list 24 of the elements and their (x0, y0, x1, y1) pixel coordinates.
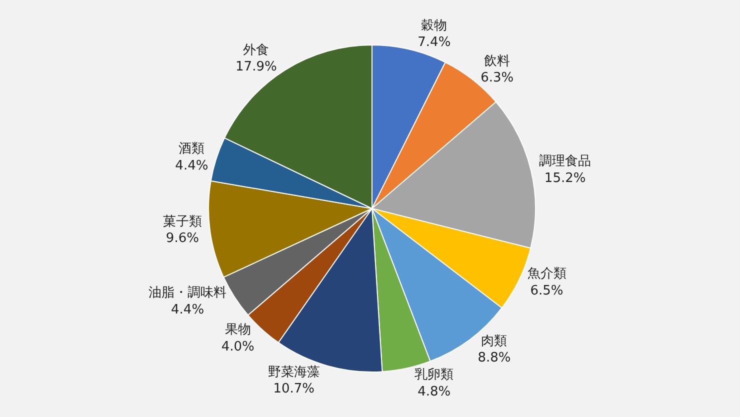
data-label: 9.6% (166, 231, 199, 246)
slice-label: 穀物 (421, 18, 448, 34)
data-label: 15.2% (544, 170, 586, 186)
data-label: 8.8% (478, 350, 511, 366)
data-label: 10.7% (273, 382, 315, 397)
slice-label: 果物 (224, 322, 251, 338)
slice-label: 酒類 (178, 142, 205, 157)
slice-label: 乳卵類 (414, 368, 454, 383)
data-label: 4.8% (418, 384, 451, 400)
slice-label: 調理食品 (539, 154, 592, 170)
data-label: 4.0% (221, 340, 254, 354)
data-label: 4.4% (171, 302, 204, 318)
data-label: 17.9% (236, 60, 277, 75)
slice-label: 肉類 (481, 334, 508, 349)
slice-label: 飲料 (484, 54, 510, 69)
slice-label: 外食 (243, 42, 270, 58)
slice-label: 魚介類 (527, 266, 566, 282)
data-label: 7.4% (418, 35, 451, 50)
slice-label: 菓子類 (162, 214, 202, 230)
slice-label: 野菜海藻 (268, 364, 320, 380)
data-label: 4.4% (175, 158, 208, 174)
data-label: 6.5% (530, 283, 564, 298)
slice-label: 油脂・調味料 (148, 286, 227, 301)
data-label: 6.3% (480, 70, 514, 86)
